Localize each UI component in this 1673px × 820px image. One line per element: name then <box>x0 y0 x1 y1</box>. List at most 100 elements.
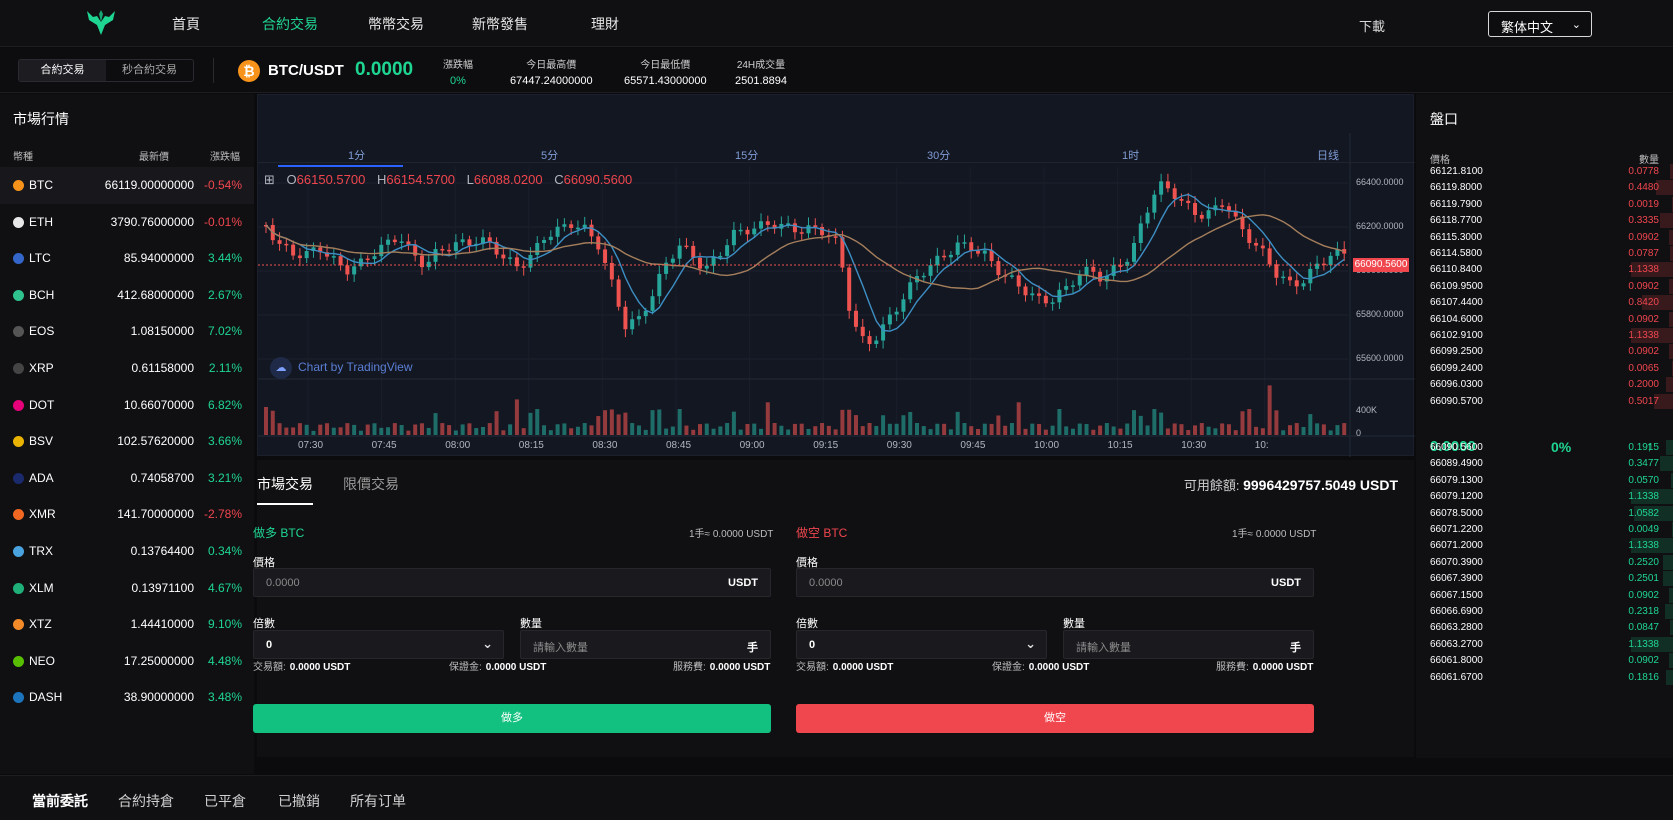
market-row-bch[interactable]: BCH 412.68000000 2.67% <box>0 277 254 314</box>
depth-bar <box>1669 229 1673 245</box>
ask-row[interactable]: 66110.8400 1.1338 <box>1416 261 1673 278</box>
x-axis-label: 09:15 <box>813 440 839 451</box>
market-row-dash[interactable]: DASH 38.90000000 3.48% <box>0 679 254 716</box>
bid-row[interactable]: 66066.6900 0.2318 <box>1416 603 1673 620</box>
sell-quantity-unit: 手 <box>1290 642 1301 654</box>
tf-1h[interactable]: 1时 <box>1122 150 1140 162</box>
tf-15m[interactable]: 15分 <box>735 150 759 162</box>
tab-limit-trade[interactable]: 限價交易 <box>343 476 399 492</box>
market-title: 市場行情 <box>13 111 69 127</box>
tf-30m[interactable]: 30分 <box>927 150 951 162</box>
bid-row[interactable]: 66078.5000 1.0582 <box>1416 505 1673 522</box>
market-row-ltc[interactable]: LTC 85.94000000 3.44% <box>0 240 254 277</box>
bid-row[interactable]: 66079.1300 0.0570 <box>1416 472 1673 489</box>
market-row-xtz[interactable]: XTZ 1.44410000 9.10% <box>0 606 254 643</box>
ask-row[interactable]: 66107.4400 0.8420 <box>1416 294 1673 311</box>
book-price: 66061.6700 <box>1430 671 1483 683</box>
chevron-down-icon: ⌄ <box>482 636 493 651</box>
language-select[interactable]: 繁体中文 ⌄ <box>1488 11 1592 37</box>
ask-row[interactable]: 66119.7900 0.0019 <box>1416 196 1673 213</box>
short-button[interactable]: 做空 <box>796 704 1314 733</box>
tf-1d[interactable]: 日线 <box>1317 150 1339 162</box>
depth-bar <box>1631 636 1673 652</box>
book-qty: 0.0065 <box>1628 362 1659 374</box>
ask-row[interactable]: 66109.9500 0.0902 <box>1416 278 1673 295</box>
sell-multiplier-select[interactable]: 0 ⌄ <box>796 630 1047 659</box>
market-row-trx[interactable]: TRX 0.13764400 0.34% <box>0 533 254 570</box>
tab-all-orders[interactable]: 所有订单 <box>350 793 406 809</box>
ask-row[interactable]: 66102.9100 1.1338 <box>1416 327 1673 344</box>
sell-price-input[interactable]: 0.0000 USDT <box>796 568 1314 597</box>
book-qty: 0.0902 <box>1628 231 1659 243</box>
bid-row[interactable]: 66079.1200 1.1338 <box>1416 488 1673 505</box>
market-row-dot[interactable]: DOT 10.66070000 6.82% <box>0 387 254 424</box>
long-button[interactable]: 做多 <box>253 704 771 733</box>
tf-5m[interactable]: 5分 <box>541 150 559 162</box>
nav-spot[interactable]: 幣幣交易 <box>368 16 424 32</box>
book-price: 66067.1500 <box>1430 589 1483 601</box>
nav-finance[interactable]: 理財 <box>591 16 619 32</box>
market-row-eth[interactable]: ETH 3790.76000000 -0.01% <box>0 204 254 241</box>
ask-row[interactable]: 66115.3000 0.0902 <box>1416 229 1673 246</box>
depth-bar <box>1634 505 1673 521</box>
ask-row[interactable]: 66119.8000 0.4480 <box>1416 179 1673 196</box>
download-link[interactable]: 下載 <box>1358 19 1385 34</box>
tf-1m[interactable]: 1分 <box>348 150 366 162</box>
ask-row[interactable]: 66114.5800 0.0787 <box>1416 245 1673 262</box>
buy-price-input[interactable]: 0.0000 USDT <box>253 568 771 597</box>
sell-quantity-input[interactable]: 請輸入數量 手 <box>1063 630 1314 659</box>
tab-closed[interactable]: 已平倉 <box>204 793 246 809</box>
book-price: 66090.5600 <box>1430 442 1483 453</box>
ask-row[interactable]: 66090.5700 0.5017 <box>1416 393 1673 410</box>
bid-row[interactable]: 66089.4900 0.3477 <box>1416 455 1673 472</box>
tab-positions[interactable]: 合約持倉 <box>118 793 174 809</box>
tab-cancelled[interactable]: 已撤銷 <box>278 793 320 809</box>
bid-row[interactable]: 66071.2000 1.1338 <box>1416 537 1673 554</box>
ask-row[interactable]: 66104.6000 0.0902 <box>1416 311 1673 328</box>
market-row-ada[interactable]: ADA 0.74058700 3.21% <box>0 460 254 497</box>
bid-row[interactable]: 66071.2200 0.0049 <box>1416 521 1673 538</box>
market-row-xrp[interactable]: XRP 0.61158000 2.11% <box>0 350 254 387</box>
price-chart[interactable]: 1分 5分 15分 30分 1时 日线 ⊞ O66150.5700 H66154… <box>257 94 1415 457</box>
bid-row[interactable]: 66070.3900 0.2520 <box>1416 554 1673 571</box>
ask-row[interactable]: 66121.8100 0.0778 <box>1416 163 1673 180</box>
mode-seconds-contract[interactable]: 秒合約交易 <box>122 64 177 76</box>
market-price: 66119.00000000 <box>104 178 194 192</box>
bid-row[interactable]: 66061.8000 0.0902 <box>1416 652 1673 669</box>
available-label: 可用餘額: <box>1183 478 1240 493</box>
orders-panel: 當前委託 合約持倉 已平倉 已撤銷 所有订单 <box>0 775 1673 820</box>
nav-new-listing[interactable]: 新幣發售 <box>472 16 528 32</box>
market-row-xlm[interactable]: XLM 0.13971100 4.67% <box>0 570 254 607</box>
ask-row[interactable]: 66096.0300 0.2000 <box>1416 376 1673 393</box>
ask-row[interactable]: 66118.7700 0.3335 <box>1416 212 1673 229</box>
tradingview-watermark[interactable]: ☁ Chart by TradingView <box>270 357 413 379</box>
depth-bar <box>1669 278 1673 294</box>
bid-row[interactable]: 66067.1500 0.0902 <box>1416 587 1673 604</box>
bid-row[interactable]: 66090.5600 0.1915 <box>1416 439 1673 456</box>
market-row-xmr[interactable]: XMR 141.70000000 -2.78% <box>0 496 254 533</box>
market-row-neo[interactable]: NEO 17.25000000 4.48% <box>0 643 254 680</box>
tab-market-trade[interactable]: 市場交易 <box>257 474 313 505</box>
nav-home[interactable]: 首頁 <box>172 16 200 32</box>
bid-row[interactable]: 66063.2800 0.0847 <box>1416 619 1673 636</box>
market-row-btc[interactable]: BTC 66119.00000000 -0.54% <box>0 167 254 204</box>
ask-row[interactable]: 66099.2400 0.0065 <box>1416 360 1673 377</box>
book-price: 66067.3900 <box>1430 573 1483 585</box>
bid-row[interactable]: 66063.2700 1.1338 <box>1416 636 1673 653</box>
bid-row[interactable]: 66061.6700 0.1816 <box>1416 669 1673 686</box>
market-row-bsv[interactable]: BSV 102.57620000 3.66% <box>0 423 254 460</box>
market-price: 102.57620000 <box>117 434 194 449</box>
buy-multiplier-select[interactable]: 0 ⌄ <box>253 630 504 659</box>
stat-volume-value: 2501.8894 <box>735 75 787 87</box>
mode-contract[interactable]: 合約交易 <box>19 60 106 81</box>
logo-icon[interactable] <box>86 8 116 36</box>
candlestick-chart[interactable] <box>258 95 1415 457</box>
nav-contract[interactable]: 合約交易 <box>262 16 318 32</box>
buy-quantity-input[interactable]: 請輸入數量 手 <box>520 630 771 659</box>
ask-row[interactable]: 66099.2500 0.0902 <box>1416 343 1673 360</box>
ohlc-toggle-icon[interactable]: ⊞ <box>264 172 275 187</box>
tab-current-orders[interactable]: 當前委託 <box>32 791 88 820</box>
x-axis-label: 08:30 <box>592 440 618 451</box>
bid-row[interactable]: 66067.3900 0.2501 <box>1416 570 1673 587</box>
market-row-eos[interactable]: EOS 1.08150000 7.02% <box>0 313 254 350</box>
